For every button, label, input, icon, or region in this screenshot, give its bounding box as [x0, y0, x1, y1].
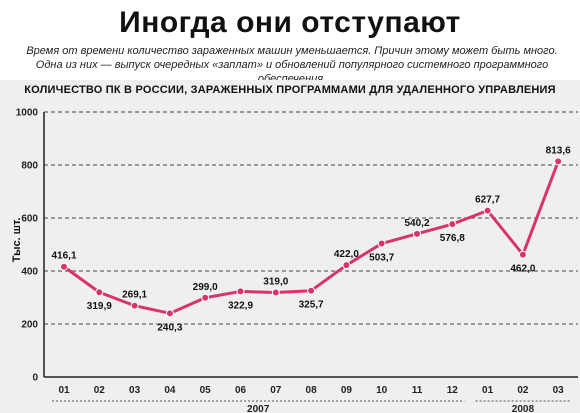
y-tick-label: 1000 [16, 108, 39, 119]
x-tick-label: 02 [517, 385, 529, 396]
data-label: 319,9 [87, 301, 112, 312]
x-tick-label: 05 [200, 385, 212, 396]
data-label: 627,7 [475, 195, 500, 206]
data-point [307, 286, 316, 295]
data-label: 325,7 [299, 300, 324, 311]
x-tick-label: 03 [553, 385, 565, 396]
data-point [236, 287, 245, 296]
data-point [130, 301, 139, 310]
data-label: 322,9 [228, 300, 253, 311]
x-tick-label: 01 [482, 385, 494, 396]
data-point [201, 293, 210, 302]
chart-title: КОЛИЧЕСТВО ПК В РОССИИ, ЗАРАЖЕННЫХ ПРОГР… [24, 84, 556, 96]
x-tick-label: 11 [412, 385, 423, 396]
data-point [554, 157, 563, 166]
x-tick-label: 09 [341, 385, 353, 396]
chart-panel [0, 80, 580, 413]
data-point [342, 261, 351, 270]
year-label: 2008 [512, 404, 535, 413]
data-point [413, 229, 421, 238]
x-tick-label: 12 [447, 385, 459, 396]
x-tick-label: 07 [270, 385, 282, 396]
x-tick-label: 08 [306, 385, 318, 396]
data-point [483, 206, 492, 215]
x-tick-label: 10 [376, 385, 388, 396]
x-tick-label: 02 [94, 385, 106, 396]
data-label: 240,3 [157, 322, 182, 333]
y-tick-label: 600 [21, 214, 38, 225]
data-label: 422,0 [334, 249, 359, 260]
y-tick-label: 800 [21, 161, 38, 172]
data-label: 503,7 [369, 253, 394, 264]
y-tick-label: 400 [21, 267, 38, 278]
data-label: 540,2 [404, 218, 429, 229]
x-tick-label: 01 [58, 385, 70, 396]
data-point [95, 288, 104, 297]
data-label: 416,1 [51, 251, 76, 262]
data-point [60, 262, 68, 271]
y-tick-label: 0 [32, 373, 38, 384]
data-label: 269,1 [122, 290, 147, 301]
x-tick-label: 03 [129, 385, 141, 396]
x-tick-label: 06 [235, 385, 247, 396]
data-label: 319,0 [263, 276, 288, 287]
headline: Иногда они отступают [119, 6, 461, 39]
data-point [448, 220, 457, 229]
data-label: 299,0 [193, 282, 218, 293]
data-point [165, 309, 174, 318]
year-label: 2007 [247, 404, 270, 413]
x-tick-label: 04 [164, 385, 176, 396]
data-point [377, 239, 386, 248]
data-point [271, 288, 280, 297]
y-tick-label: 200 [21, 320, 38, 331]
data-label: 462,0 [510, 264, 535, 275]
lead-text: Время от времени количество зараженных м… [26, 45, 558, 85]
data-point [518, 250, 527, 259]
data-label: 576,8 [440, 233, 465, 244]
data-label: 813,6 [546, 145, 571, 156]
